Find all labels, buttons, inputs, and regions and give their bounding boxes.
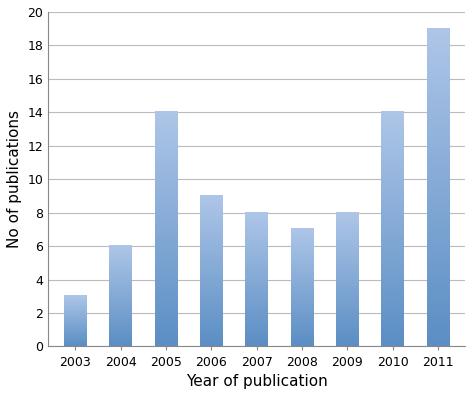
Y-axis label: No of publications: No of publications (7, 110, 22, 248)
X-axis label: Year of publication: Year of publication (186, 374, 328, 389)
